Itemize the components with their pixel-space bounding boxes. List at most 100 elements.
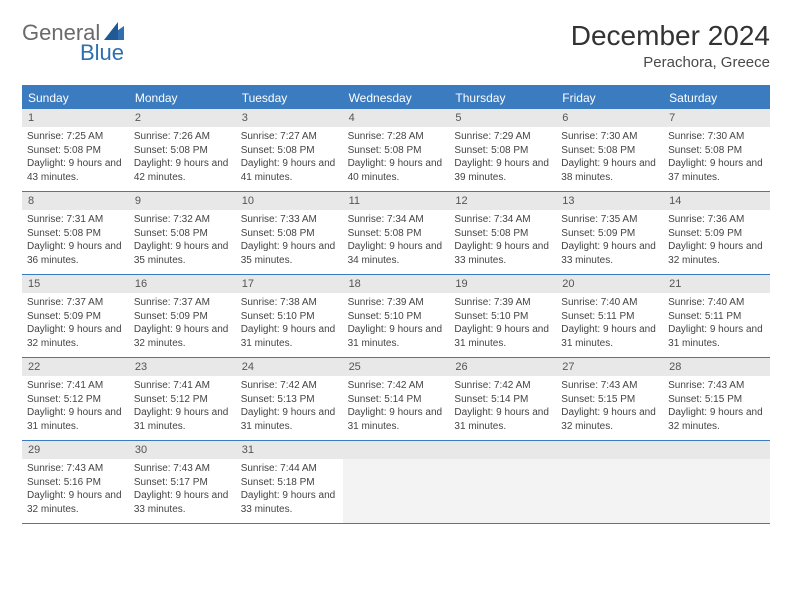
day-cell-22: 22Sunrise: 7:41 AMSunset: 5:12 PMDayligh… <box>22 358 129 440</box>
day-body: Sunrise: 7:28 AMSunset: 5:08 PMDaylight:… <box>343 127 450 189</box>
daylight-line: Daylight: 9 hours and 32 minutes. <box>668 406 765 433</box>
daylight-line: Daylight: 9 hours and 37 minutes. <box>668 157 765 184</box>
daylight-line: Daylight: 9 hours and 31 minutes. <box>454 323 551 350</box>
sunset-line: Sunset: 5:12 PM <box>27 393 124 407</box>
sunset-line: Sunset: 5:08 PM <box>348 227 445 241</box>
day-body: Sunrise: 7:35 AMSunset: 5:09 PMDaylight:… <box>556 210 663 272</box>
day-body: Sunrise: 7:41 AMSunset: 5:12 PMDaylight:… <box>22 376 129 438</box>
sunrise-line: Sunrise: 7:40 AM <box>668 296 765 310</box>
day-number: 31 <box>236 441 343 459</box>
day-number: 10 <box>236 192 343 210</box>
day-body: Sunrise: 7:26 AMSunset: 5:08 PMDaylight:… <box>129 127 236 189</box>
sunrise-line: Sunrise: 7:43 AM <box>27 462 124 476</box>
day-body: Sunrise: 7:44 AMSunset: 5:18 PMDaylight:… <box>236 459 343 521</box>
sunset-line: Sunset: 5:08 PM <box>454 144 551 158</box>
day-number: 6 <box>556 109 663 127</box>
day-body: Sunrise: 7:32 AMSunset: 5:08 PMDaylight:… <box>129 210 236 272</box>
day-body: Sunrise: 7:41 AMSunset: 5:12 PMDaylight:… <box>129 376 236 438</box>
day-number: 3 <box>236 109 343 127</box>
empty-day-bar <box>343 441 450 459</box>
daylight-line: Daylight: 9 hours and 33 minutes. <box>561 240 658 267</box>
daylight-line: Daylight: 9 hours and 40 minutes. <box>348 157 445 184</box>
sunset-line: Sunset: 5:08 PM <box>241 144 338 158</box>
weeks-container: 1Sunrise: 7:25 AMSunset: 5:08 PMDaylight… <box>22 109 770 524</box>
sunrise-line: Sunrise: 7:36 AM <box>668 213 765 227</box>
day-body: Sunrise: 7:39 AMSunset: 5:10 PMDaylight:… <box>343 293 450 355</box>
daylight-line: Daylight: 9 hours and 43 minutes. <box>27 157 124 184</box>
daylight-line: Daylight: 9 hours and 36 minutes. <box>27 240 124 267</box>
sunrise-line: Sunrise: 7:31 AM <box>27 213 124 227</box>
day-cell-15: 15Sunrise: 7:37 AMSunset: 5:09 PMDayligh… <box>22 275 129 357</box>
empty-day-cell <box>449 441 556 523</box>
sunset-line: Sunset: 5:08 PM <box>134 227 231 241</box>
sunrise-line: Sunrise: 7:25 AM <box>27 130 124 144</box>
sunset-line: Sunset: 5:16 PM <box>27 476 124 490</box>
day-body: Sunrise: 7:42 AMSunset: 5:14 PMDaylight:… <box>449 376 556 438</box>
sunset-line: Sunset: 5:08 PM <box>668 144 765 158</box>
sunrise-line: Sunrise: 7:33 AM <box>241 213 338 227</box>
day-number: 17 <box>236 275 343 293</box>
day-cell-13: 13Sunrise: 7:35 AMSunset: 5:09 PMDayligh… <box>556 192 663 274</box>
day-cell-21: 21Sunrise: 7:40 AMSunset: 5:11 PMDayligh… <box>663 275 770 357</box>
sunrise-line: Sunrise: 7:40 AM <box>561 296 658 310</box>
day-body: Sunrise: 7:27 AMSunset: 5:08 PMDaylight:… <box>236 127 343 189</box>
daylight-line: Daylight: 9 hours and 31 minutes. <box>454 406 551 433</box>
day-cell-1: 1Sunrise: 7:25 AMSunset: 5:08 PMDaylight… <box>22 109 129 191</box>
day-cell-3: 3Sunrise: 7:27 AMSunset: 5:08 PMDaylight… <box>236 109 343 191</box>
daylight-line: Daylight: 9 hours and 31 minutes. <box>348 323 445 350</box>
sunrise-line: Sunrise: 7:26 AM <box>134 130 231 144</box>
week-row: 29Sunrise: 7:43 AMSunset: 5:16 PMDayligh… <box>22 441 770 524</box>
empty-day-bar <box>663 441 770 459</box>
day-number: 23 <box>129 358 236 376</box>
sunset-line: Sunset: 5:14 PM <box>348 393 445 407</box>
day-number: 28 <box>663 358 770 376</box>
day-body: Sunrise: 7:37 AMSunset: 5:09 PMDaylight:… <box>22 293 129 355</box>
day-number: 25 <box>343 358 450 376</box>
sunset-line: Sunset: 5:09 PM <box>134 310 231 324</box>
sunset-line: Sunset: 5:08 PM <box>134 144 231 158</box>
day-body: Sunrise: 7:40 AMSunset: 5:11 PMDaylight:… <box>663 293 770 355</box>
daylight-line: Daylight: 9 hours and 38 minutes. <box>561 157 658 184</box>
day-body: Sunrise: 7:40 AMSunset: 5:11 PMDaylight:… <box>556 293 663 355</box>
sunset-line: Sunset: 5:08 PM <box>561 144 658 158</box>
day-cell-5: 5Sunrise: 7:29 AMSunset: 5:08 PMDaylight… <box>449 109 556 191</box>
day-cell-7: 7Sunrise: 7:30 AMSunset: 5:08 PMDaylight… <box>663 109 770 191</box>
daylight-line: Daylight: 9 hours and 34 minutes. <box>348 240 445 267</box>
sunrise-line: Sunrise: 7:43 AM <box>561 379 658 393</box>
daylight-line: Daylight: 9 hours and 42 minutes. <box>134 157 231 184</box>
daylight-line: Daylight: 9 hours and 31 minutes. <box>668 323 765 350</box>
daylight-line: Daylight: 9 hours and 32 minutes. <box>27 323 124 350</box>
sunrise-line: Sunrise: 7:42 AM <box>454 379 551 393</box>
day-cell-24: 24Sunrise: 7:42 AMSunset: 5:13 PMDayligh… <box>236 358 343 440</box>
day-number: 24 <box>236 358 343 376</box>
sunset-line: Sunset: 5:09 PM <box>27 310 124 324</box>
sunrise-line: Sunrise: 7:43 AM <box>134 462 231 476</box>
week-row: 1Sunrise: 7:25 AMSunset: 5:08 PMDaylight… <box>22 109 770 192</box>
day-cell-11: 11Sunrise: 7:34 AMSunset: 5:08 PMDayligh… <box>343 192 450 274</box>
daylight-line: Daylight: 9 hours and 31 minutes. <box>134 406 231 433</box>
day-header-tuesday: Tuesday <box>236 87 343 109</box>
day-cell-31: 31Sunrise: 7:44 AMSunset: 5:18 PMDayligh… <box>236 441 343 523</box>
day-body: Sunrise: 7:42 AMSunset: 5:13 PMDaylight:… <box>236 376 343 438</box>
day-body: Sunrise: 7:39 AMSunset: 5:10 PMDaylight:… <box>449 293 556 355</box>
location-text: Perachora, Greece <box>571 54 770 71</box>
sunrise-line: Sunrise: 7:41 AM <box>27 379 124 393</box>
week-row: 15Sunrise: 7:37 AMSunset: 5:09 PMDayligh… <box>22 275 770 358</box>
sunrise-line: Sunrise: 7:42 AM <box>241 379 338 393</box>
sunrise-line: Sunrise: 7:37 AM <box>134 296 231 310</box>
day-number: 15 <box>22 275 129 293</box>
day-body: Sunrise: 7:30 AMSunset: 5:08 PMDaylight:… <box>556 127 663 189</box>
day-cell-9: 9Sunrise: 7:32 AMSunset: 5:08 PMDaylight… <box>129 192 236 274</box>
week-row: 8Sunrise: 7:31 AMSunset: 5:08 PMDaylight… <box>22 192 770 275</box>
daylight-line: Daylight: 9 hours and 33 minutes. <box>134 489 231 516</box>
day-number: 9 <box>129 192 236 210</box>
logo-text-blue: Blue <box>80 40 124 66</box>
day-body: Sunrise: 7:34 AMSunset: 5:08 PMDaylight:… <box>449 210 556 272</box>
day-body: Sunrise: 7:29 AMSunset: 5:08 PMDaylight:… <box>449 127 556 189</box>
day-body: Sunrise: 7:43 AMSunset: 5:15 PMDaylight:… <box>663 376 770 438</box>
sunset-line: Sunset: 5:18 PM <box>241 476 338 490</box>
sunrise-line: Sunrise: 7:27 AM <box>241 130 338 144</box>
day-body: Sunrise: 7:43 AMSunset: 5:17 PMDaylight:… <box>129 459 236 521</box>
day-body: Sunrise: 7:31 AMSunset: 5:08 PMDaylight:… <box>22 210 129 272</box>
day-cell-10: 10Sunrise: 7:33 AMSunset: 5:08 PMDayligh… <box>236 192 343 274</box>
